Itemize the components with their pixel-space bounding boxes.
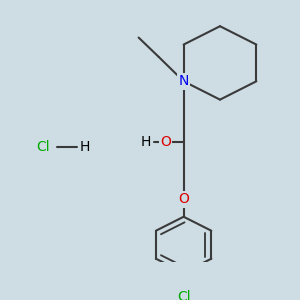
Text: Cl: Cl: [36, 140, 50, 154]
Text: H: H: [140, 136, 151, 149]
Text: O: O: [160, 136, 171, 149]
Text: H: H: [80, 140, 90, 154]
Text: N: N: [178, 74, 189, 88]
Text: Cl: Cl: [177, 290, 190, 300]
Text: O: O: [178, 192, 189, 206]
